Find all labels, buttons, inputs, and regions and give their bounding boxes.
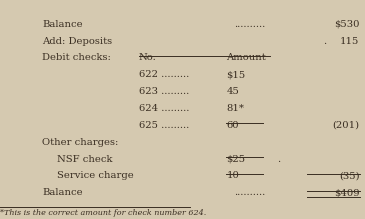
Text: Balance: Balance — [42, 188, 82, 197]
Text: 625 .........: 625 ......... — [139, 121, 189, 130]
Text: 623 .........: 623 ......... — [139, 87, 189, 96]
Text: (35): (35) — [339, 171, 360, 180]
Text: NSF check: NSF check — [57, 155, 112, 164]
Text: Balance: Balance — [42, 20, 82, 29]
Text: 115: 115 — [340, 37, 360, 46]
Text: Service charge: Service charge — [57, 171, 133, 180]
Text: $15: $15 — [226, 70, 246, 79]
Text: ..........: .......... — [234, 20, 265, 29]
Text: *This is the correct amount for check number 624.: *This is the correct amount for check nu… — [0, 209, 206, 217]
Text: Other charges:: Other charges: — [42, 138, 118, 147]
Text: $409: $409 — [334, 188, 360, 197]
Text: 10: 10 — [226, 171, 239, 180]
Text: 624 .........: 624 ......... — [139, 104, 189, 113]
Text: Add: Deposits: Add: Deposits — [42, 37, 112, 46]
Text: .: . — [277, 155, 280, 164]
Text: .: . — [339, 171, 342, 180]
Text: (201): (201) — [333, 121, 360, 130]
Text: .: . — [323, 37, 326, 46]
Text: 45: 45 — [226, 87, 239, 96]
Text: 60: 60 — [226, 121, 239, 130]
Text: No.: No. — [139, 53, 157, 62]
Text: ..........: .......... — [234, 188, 265, 197]
Text: $25: $25 — [226, 155, 245, 164]
Text: Amount: Amount — [226, 53, 266, 62]
Text: 622 .........: 622 ......... — [139, 70, 189, 79]
Text: Debit checks:: Debit checks: — [42, 53, 111, 62]
Text: $530: $530 — [334, 20, 360, 29]
Text: 81*: 81* — [226, 104, 244, 113]
